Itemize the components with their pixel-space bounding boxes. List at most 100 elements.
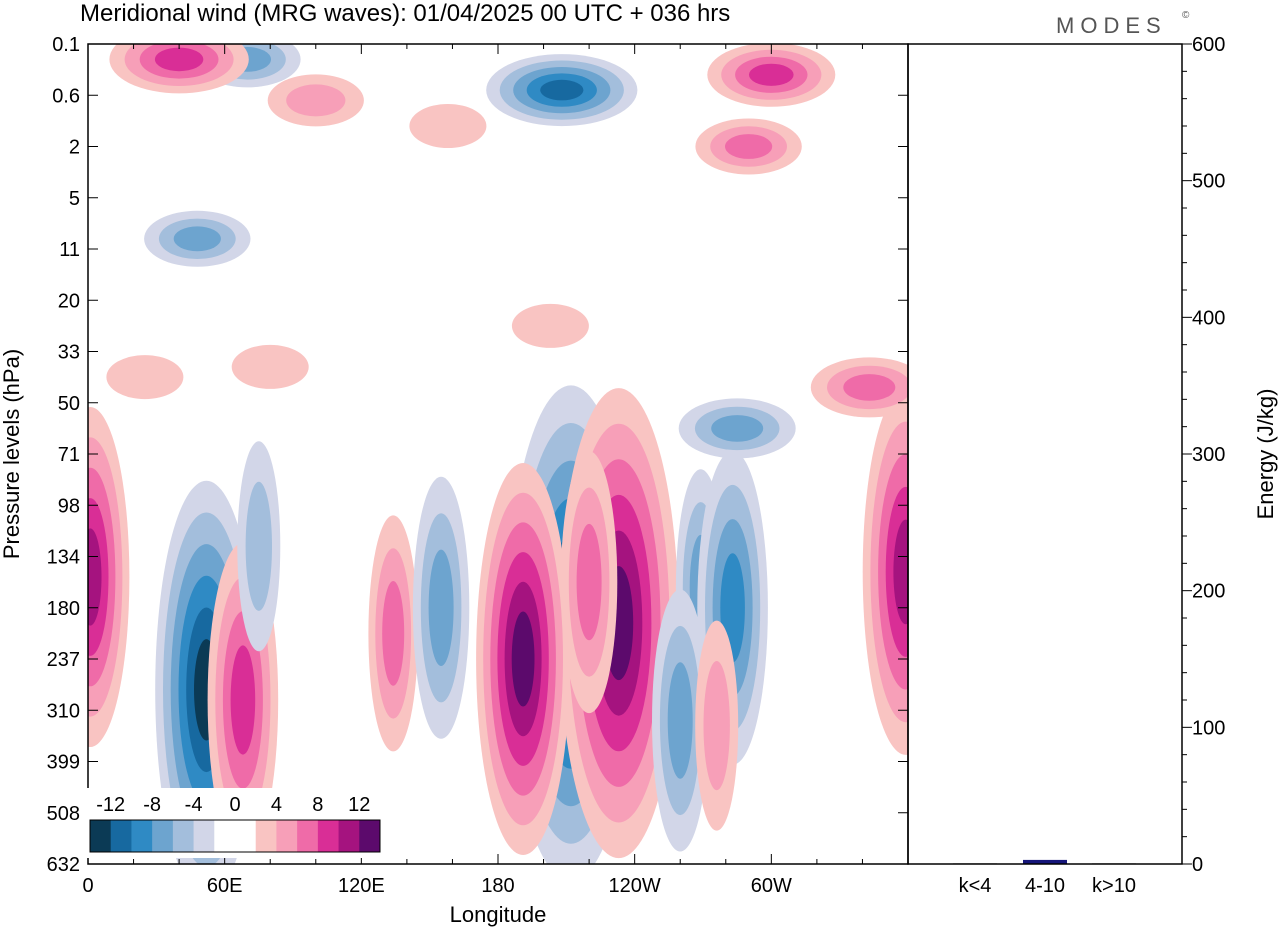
wind-anomaly-11 xyxy=(652,589,709,852)
colorbar-box xyxy=(152,820,174,852)
energy-axis-label: Energy (J/kg) xyxy=(1253,389,1278,520)
x-tick-label: 60W xyxy=(751,875,792,897)
energy-tick-label: 500 xyxy=(1192,171,1225,193)
wind-anomaly-21 xyxy=(144,210,251,267)
y-tick-label: 50 xyxy=(58,393,80,415)
energy-tick-label: 400 xyxy=(1192,307,1225,329)
x-tick-label: 120E xyxy=(338,875,385,897)
contour-band xyxy=(540,79,584,101)
colorbar: -12 -8 -4 0 4 8 12 xyxy=(84,788,386,858)
colorbar-labels: -12 -8 -4 0 4 8 12 xyxy=(96,794,370,816)
y-tick-label: 632 xyxy=(47,854,80,876)
wind-anomaly-26 xyxy=(106,355,184,400)
modes-logo: MODES © xyxy=(1056,10,1190,38)
contour-band xyxy=(382,581,405,686)
wind-anomaly-2 xyxy=(476,463,571,855)
y-axis-label: Pressure levels (hPa) xyxy=(0,349,24,559)
colorbar-label: -4 xyxy=(185,794,203,816)
colorbar-box xyxy=(297,820,319,852)
wind-anomaly-25 xyxy=(511,303,589,348)
energy-frame xyxy=(907,43,1183,865)
colorbar-boxes xyxy=(90,820,381,852)
wind-anomaly-23 xyxy=(810,357,908,418)
colorbar-box xyxy=(359,820,381,852)
y-tick-label: 0.6 xyxy=(52,85,80,107)
colorbar-frame xyxy=(89,819,381,853)
colorbar-box xyxy=(276,820,298,852)
colorbar-box xyxy=(172,820,195,852)
category-label: k<4 xyxy=(959,875,992,897)
colorbar-label: -12 xyxy=(96,794,125,816)
y-tick-label: 134 xyxy=(47,547,80,569)
wind-anomaly-14 xyxy=(486,54,638,127)
wind-anomaly-6 xyxy=(88,407,130,747)
energy-tick-label: 200 xyxy=(1192,581,1225,603)
colorbar-box xyxy=(214,820,236,852)
contour-field xyxy=(88,44,908,864)
contour-band xyxy=(576,523,602,641)
y-tick-label: 180 xyxy=(47,598,80,620)
x-tick-label: 0 xyxy=(82,875,93,897)
contour-band xyxy=(173,226,221,252)
wind-anomaly-16 xyxy=(109,44,249,94)
category-label: k>10 xyxy=(1092,875,1136,897)
x-tick-label: 60E xyxy=(207,875,243,897)
wind-anomaly-17 xyxy=(707,44,836,107)
category-label: 4-10 xyxy=(1025,875,1065,897)
wind-anomaly-5 xyxy=(207,543,279,857)
y-tick-label: 237 xyxy=(47,649,80,671)
contour-band xyxy=(511,303,589,348)
wind-anomaly-19 xyxy=(267,74,364,127)
contour-band xyxy=(843,374,896,401)
contour-band xyxy=(893,519,908,625)
y-tick-label: 20 xyxy=(58,290,80,312)
colorbar-box xyxy=(193,820,215,852)
contour-band xyxy=(409,104,487,148)
contour-band xyxy=(428,549,454,666)
x-tick-label: 180 xyxy=(481,875,514,897)
colorbar-box xyxy=(317,820,340,852)
colorbar-box xyxy=(90,820,112,852)
contour-band xyxy=(703,661,730,791)
wind-anomaly-24 xyxy=(237,441,281,652)
colorbar-label: 12 xyxy=(348,794,370,816)
y-tick-label: 2 xyxy=(69,137,80,159)
wind-anomaly-18 xyxy=(695,118,802,175)
colorbar-box xyxy=(255,820,277,852)
energy-tick-label: 0 xyxy=(1192,854,1203,876)
logo-copyright-mark: © xyxy=(1182,10,1190,21)
contour-band xyxy=(230,645,256,755)
y-tick-label: 11 xyxy=(59,239,80,261)
contour-band xyxy=(749,63,794,86)
colorbar-box xyxy=(131,820,153,852)
wind-anomaly-7 xyxy=(368,515,419,752)
energy-bar xyxy=(1023,859,1067,864)
contour-band xyxy=(245,481,272,611)
colorbar-box xyxy=(338,820,360,852)
energy-axis: 0 100 200 300 400 500 600 xyxy=(1182,34,1225,876)
x-axis-label: Longitude xyxy=(450,902,547,927)
y-tick-label: 98 xyxy=(58,495,80,517)
colorbar-label: 8 xyxy=(312,794,323,816)
contour-band xyxy=(711,415,764,442)
y-tick-label: 0.1 xyxy=(52,34,80,56)
contour-band xyxy=(231,344,309,389)
energy-tick-label: 300 xyxy=(1192,444,1225,466)
colorbar-label: -8 xyxy=(143,794,161,816)
y-tick-label: 71 xyxy=(58,444,80,466)
wind-anomaly-13 xyxy=(862,388,908,755)
colorbar-box xyxy=(235,820,257,852)
y-tick-label: 310 xyxy=(47,700,80,722)
contour-band xyxy=(725,134,773,159)
wind-anomaly-12 xyxy=(695,620,739,831)
contour-band xyxy=(667,662,693,779)
wind-anomaly-22 xyxy=(678,398,796,459)
wind-anomaly-20 xyxy=(409,104,487,148)
contour-band xyxy=(286,84,346,117)
wind-anomaly-8 xyxy=(412,476,470,739)
energy-tick-label: 100 xyxy=(1192,717,1225,739)
y-tick-label: 399 xyxy=(47,752,80,774)
wind-anomaly-3 xyxy=(560,451,618,714)
chart-title: Meridional wind (MRG waves): 01/04/2025 … xyxy=(80,0,730,27)
